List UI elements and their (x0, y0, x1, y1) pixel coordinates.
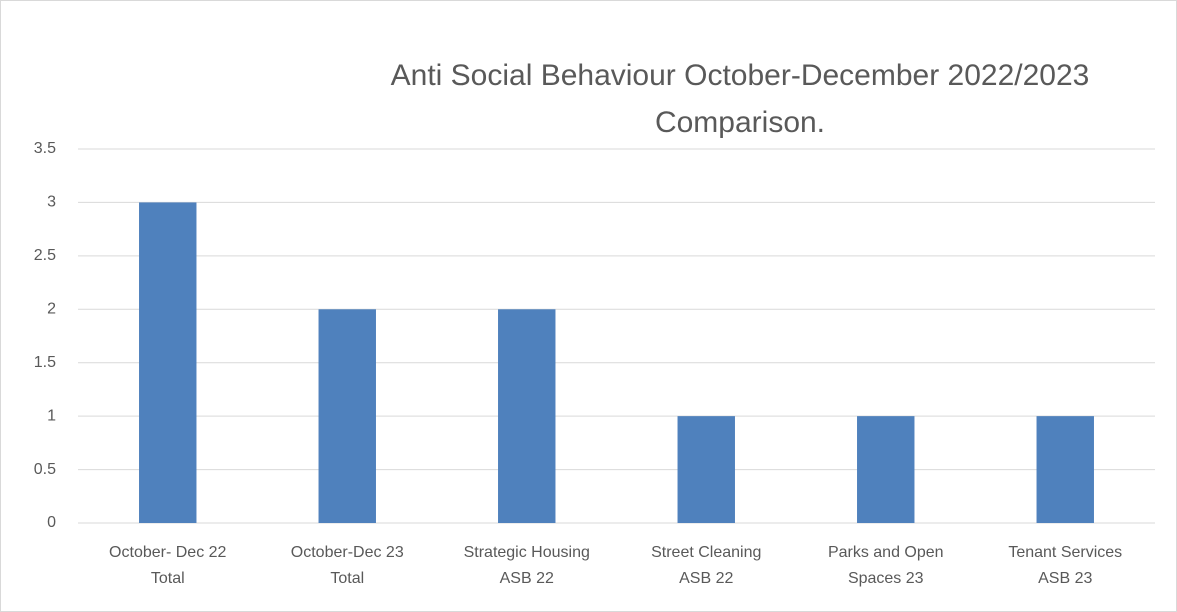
bar (1036, 416, 1094, 523)
bar (857, 416, 915, 523)
y-tick-label: 0 (47, 514, 56, 531)
y-tick-label: 3 (47, 194, 56, 211)
x-tick-label: October- Dec 22 (109, 544, 226, 561)
x-tick-label: Tenant Services (1008, 544, 1122, 561)
y-tick-label: 1 (47, 407, 56, 424)
x-tick-label: Spaces 23 (848, 570, 924, 587)
x-tick-label: October-Dec 23 (291, 544, 404, 561)
bar (139, 202, 197, 523)
y-tick-label: 3.5 (34, 140, 56, 157)
x-tick-label: Total (151, 570, 185, 587)
chart-title: Anti Social Behaviour October-December 2… (391, 59, 1090, 92)
x-tick-label: Strategic Housing (464, 544, 590, 561)
y-tick-label: 2.5 (34, 247, 56, 264)
x-tick-label: Total (330, 570, 364, 587)
x-tick-label: ASB 22 (500, 570, 554, 587)
bar (498, 309, 556, 523)
chart-title: Comparison. (655, 106, 825, 139)
x-tick-label: ASB 22 (679, 570, 733, 587)
x-tick-label: Parks and Open (828, 544, 944, 561)
bar (318, 309, 376, 523)
x-tick-label: ASB 23 (1038, 570, 1092, 587)
y-tick-label: 2 (47, 301, 56, 318)
bar (677, 416, 735, 523)
x-tick-label: Street Cleaning (651, 544, 761, 561)
y-tick-label: 1.5 (34, 354, 56, 371)
y-tick-label: 0.5 (34, 461, 56, 478)
